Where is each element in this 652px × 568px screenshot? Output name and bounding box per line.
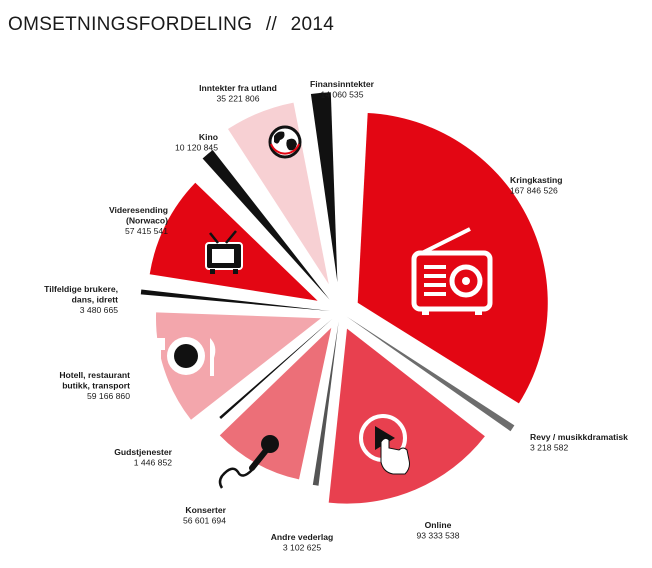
slice-value-utland: 35 221 806 (216, 94, 259, 104)
tv-icon (205, 230, 243, 274)
slice-value-andre: 3 102 625 (283, 543, 321, 553)
title-separator: // (265, 14, 278, 35)
slice-label-kringkasting: Kringkasting 167 846 526 (510, 175, 563, 196)
slice-value-konserter: 56 601 694 (183, 516, 226, 526)
title-year: 2014 (290, 14, 335, 35)
slice-value-kino: 10 120 845 (175, 143, 218, 153)
slice-label-revy: Revy / musikkdramatisk 3 218 582 (530, 432, 628, 453)
slice-label-finans: Finansinntekter 14 060 535 (310, 79, 375, 100)
slice-label-online: Online 93 333 538 (416, 520, 459, 541)
slice-revy (346, 316, 515, 432)
slice-value-gudstjenester: 1 446 852 (134, 458, 172, 468)
slice-label-andre: Andre vederlag 3 102 625 (271, 532, 334, 553)
slice-value-finans: 14 060 535 (320, 90, 363, 100)
slice-online (328, 328, 485, 504)
microphone-icon (218, 435, 279, 489)
slice-label-utland: Inntekter fra utland 35 221 806 (199, 83, 277, 104)
slice-value-hotell: 59 166 860 (87, 391, 130, 401)
slice-tilfeldige (140, 289, 331, 311)
slice-value-online: 93 333 538 (416, 531, 459, 541)
play-touch-icon (359, 414, 410, 475)
slice-label-hotell: Hotell, restaurant butikk, transport 59 16… (59, 370, 130, 401)
slice-andre (312, 321, 339, 486)
slice-konserter (219, 327, 332, 480)
pie-labels: Kringkasting 167 846 526 Revy / musikkdram… (44, 79, 628, 553)
slice-value-tilfeldige: 3 480 665 (80, 305, 118, 315)
slice-gudstjenester (219, 318, 333, 419)
slice-label-konserter: Konserter 56 601 694 (183, 505, 227, 526)
slice-kino (202, 150, 330, 300)
slice-label-tilfeldige: Tilfeldige brukere, dans, idrett 3 480 665 (44, 284, 118, 315)
slice-value-videresending: 57 415 541 (125, 226, 168, 236)
slice-label-kino: Kino 10 120 845 (175, 132, 218, 153)
slice-value-revy: 3 218 582 (530, 443, 568, 453)
slice-utland (228, 102, 329, 285)
radio-icon (411, 227, 493, 315)
plate-cutlery-icon (153, 337, 216, 376)
slice-hotell (155, 312, 321, 420)
slice-kringkasting (357, 113, 548, 404)
slice-videresending (149, 182, 318, 301)
title-text: OMSETNINGSFORDELING (8, 14, 253, 35)
slice-value-kringkasting: 167 846 526 (510, 186, 558, 196)
chart-title: OMSETNINGSFORDELING // 2014 (8, 14, 334, 36)
slice-finans (310, 92, 338, 283)
slice-label-videresending: Videresending (Norwaco) 57 415 541 (109, 205, 168, 236)
globe-icon (268, 125, 302, 159)
slice-label-gudstjenester: Gudstjenester 1 446 852 (114, 447, 172, 468)
pie-slices (140, 92, 548, 504)
